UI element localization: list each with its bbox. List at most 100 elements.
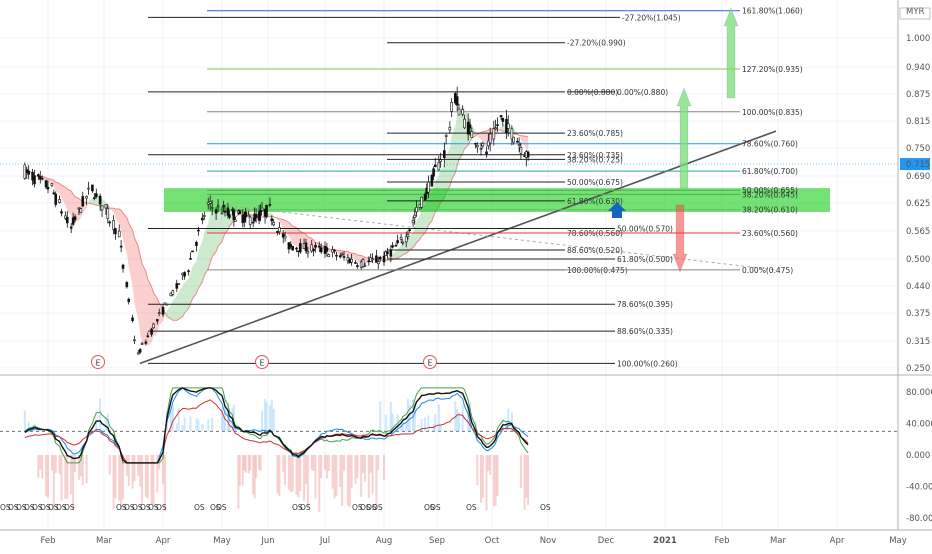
histogram-bar	[289, 455, 292, 493]
candle-body	[448, 127, 452, 131]
candle-body	[470, 131, 474, 138]
histogram-bar	[346, 455, 349, 506]
os-signal-label: OS	[300, 503, 311, 512]
candle-body	[114, 228, 117, 235]
cloud-segment	[409, 232, 414, 250]
histogram-bar	[377, 455, 380, 471]
cloud-segment	[190, 266, 193, 304]
cloud-segment	[451, 125, 456, 180]
candle-body	[108, 221, 112, 224]
histogram-bar	[243, 455, 246, 471]
candle-body	[356, 265, 359, 267]
candle-body	[165, 303, 169, 306]
histogram-bar	[122, 455, 125, 500]
cloud-segment	[208, 213, 211, 269]
histogram-bar	[327, 455, 330, 471]
histogram-bar	[371, 455, 374, 494]
histogram-bar	[131, 455, 134, 489]
histogram-bar	[485, 455, 488, 511]
histogram-bar	[437, 404, 440, 432]
histogram-bar	[325, 455, 328, 479]
cloud-segment	[202, 233, 205, 282]
candle-body	[499, 115, 503, 118]
cloud-segment	[355, 253, 358, 262]
cloud-segment	[501, 124, 503, 132]
cloud-segment	[88, 197, 93, 204]
candle-body	[457, 108, 461, 116]
candle-body	[100, 205, 104, 211]
candle-body	[33, 175, 36, 185]
histogram-bar	[37, 455, 40, 478]
os-signal-label: OS	[124, 503, 135, 512]
candle-body	[510, 128, 514, 140]
candle-body	[427, 181, 430, 193]
candle-body	[183, 272, 186, 277]
cloud-segment	[196, 251, 199, 294]
candle-body	[281, 233, 285, 238]
event-marker-circle	[255, 355, 269, 369]
os-signal-label: OS	[140, 503, 151, 512]
osc-tick-label: -80.000	[906, 514, 932, 524]
candle-body	[437, 161, 441, 171]
histogram-bar	[343, 455, 346, 471]
osc-line-red	[24, 399, 529, 464]
cloud-segment	[176, 291, 179, 321]
candle-body	[223, 210, 227, 213]
cloud-segment	[336, 250, 341, 254]
candle-body	[66, 217, 69, 224]
histogram-bar	[228, 411, 231, 432]
histogram-bar	[525, 455, 528, 498]
cloud-segment	[347, 251, 350, 258]
candle-body	[342, 256, 346, 258]
fib-ext-label: 38.20%(0.610)	[742, 206, 798, 215]
osc-lines	[24, 387, 529, 464]
histogram-bar	[79, 455, 82, 477]
candle-body	[474, 142, 477, 145]
candle-body	[98, 195, 102, 205]
cloud-segment	[142, 263, 146, 347]
cloud-segment	[357, 254, 362, 263]
histogram-bar	[276, 455, 279, 494]
histogram-bar	[238, 455, 241, 486]
os-signal-label: OS	[132, 503, 143, 512]
os-signal-label: OS	[216, 503, 227, 512]
candle-body	[259, 210, 262, 216]
histogram-bar	[120, 455, 123, 510]
histogram-bar	[350, 455, 353, 489]
histogram-bar	[362, 455, 365, 474]
last-price-tag	[900, 158, 930, 171]
candle-body	[443, 150, 446, 159]
histogram-bar	[310, 455, 313, 470]
cloud-segment	[519, 135, 521, 140]
fib-ext-label: 38.20%(0.645)	[742, 190, 798, 199]
candle-body	[289, 244, 293, 247]
candle-body	[187, 270, 190, 273]
candle-body	[37, 174, 40, 177]
histogram-bar	[408, 405, 411, 432]
time-tick-label: Jul	[319, 536, 330, 546]
histogram-bar	[112, 455, 115, 510]
histogram-bar	[297, 455, 300, 498]
cloud-segment	[61, 185, 66, 206]
cloud-segment	[524, 136, 527, 149]
candle-body	[210, 206, 214, 209]
trend-line	[139, 130, 777, 365]
candle-body	[450, 102, 453, 112]
candle-body	[463, 118, 466, 129]
candles	[23, 86, 530, 355]
time-tick-label: Sep	[429, 536, 445, 546]
candle-body	[394, 244, 398, 247]
cloud-segment	[53, 180, 56, 192]
histogram-bar	[430, 430, 433, 432]
histogram-bar	[427, 415, 430, 432]
candle-body	[420, 196, 423, 208]
candle-body	[376, 261, 380, 265]
fib-levels: -27.20%(1.045) -27.20%(0.990) 0.00%(0.880)…	[148, 13, 681, 368]
candle-body	[335, 254, 338, 257]
histogram-bar	[367, 455, 370, 498]
candle-body	[94, 193, 98, 197]
candle-body	[46, 187, 50, 190]
cloud-segment	[457, 109, 459, 166]
